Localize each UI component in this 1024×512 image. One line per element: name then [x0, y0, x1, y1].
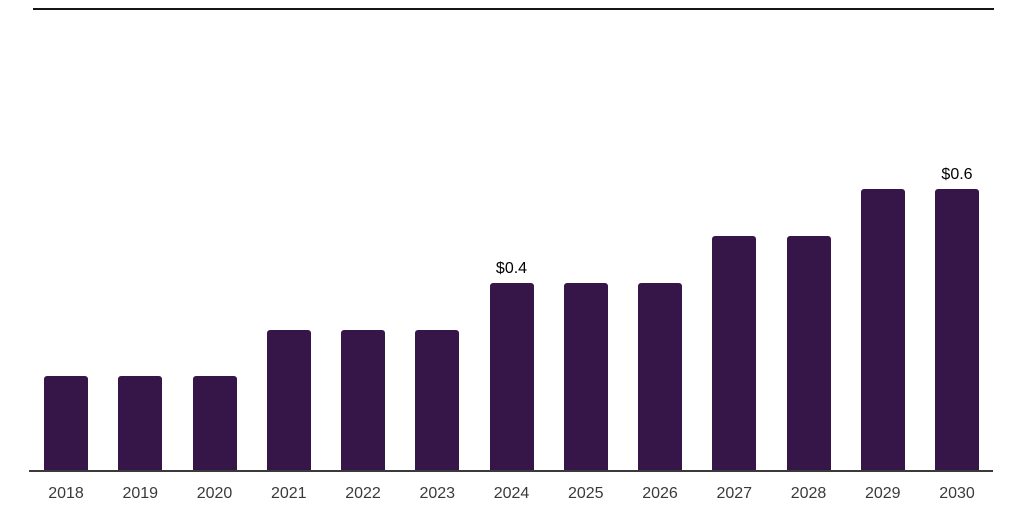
bar: [192, 376, 237, 470]
x-tick-label: 2022: [345, 485, 381, 502]
x-tick-label: 2027: [716, 485, 753, 502]
bar: [118, 376, 163, 470]
bar: [341, 330, 385, 470]
bar: [786, 236, 831, 470]
bar: [563, 283, 608, 470]
bar: [415, 330, 460, 470]
bar-value-label: $0.6: [941, 166, 973, 183]
x-tick-label: 2021: [270, 485, 307, 502]
x-tick-label: 2018: [48, 485, 84, 502]
bar: [935, 189, 979, 470]
bar: [266, 330, 311, 470]
bar: [638, 283, 682, 470]
x-tick-label: 2024: [493, 485, 530, 502]
x-tick-label: 2028: [790, 485, 827, 502]
x-tick-label: 2029: [864, 485, 901, 502]
bar: [44, 376, 88, 470]
x-tick-label: 2020: [196, 485, 233, 502]
chart-top-border: [33, 8, 994, 10]
x-tick-label: 2025: [567, 485, 604, 502]
bar: [860, 189, 905, 470]
x-tick-label: 2026: [642, 485, 678, 502]
x-tick-label: 2030: [939, 485, 975, 502]
x-tick-label: 2019: [122, 485, 159, 502]
bar-value-label: $0.4: [495, 260, 528, 277]
x-tick-label: 2023: [419, 485, 456, 502]
bar: [489, 283, 534, 470]
bar: [712, 236, 757, 470]
x-axis-line: [29, 470, 993, 472]
